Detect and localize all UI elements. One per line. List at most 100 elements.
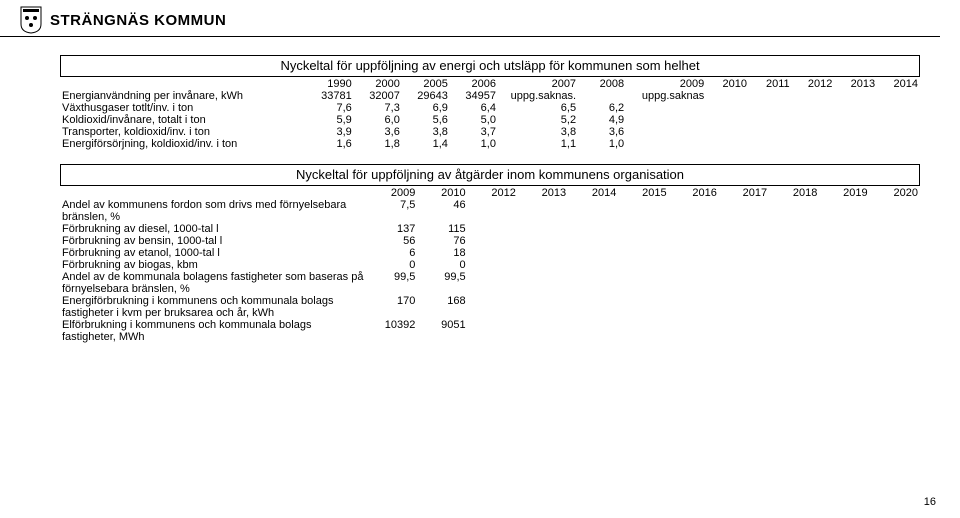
value-cell [877, 114, 920, 126]
value-cell [568, 271, 618, 295]
value-cell [870, 295, 920, 319]
value-cell [468, 259, 518, 271]
value-cell [834, 126, 877, 138]
year-cell: 2005 [402, 78, 450, 90]
year-cell: 1990 [306, 78, 354, 90]
year-cell: 2012 [792, 78, 835, 90]
value-cell: 1,4 [402, 138, 450, 150]
year-cell: 2012 [468, 187, 518, 199]
value-cell [669, 223, 719, 235]
row-label: Andel av kommunens fordon som drivs med … [60, 199, 367, 223]
table-row: Andel av de kommunala bolagens fastighet… [60, 271, 920, 295]
value-cell [626, 126, 706, 138]
year-cell: 2007 [498, 78, 578, 90]
table-row: Förbrukning av diesel, 1000-tal l137115 [60, 223, 920, 235]
value-cell [468, 235, 518, 247]
value-cell [706, 114, 749, 126]
value-cell: 5,6 [402, 114, 450, 126]
row-label: Förbrukning av diesel, 1000-tal l [60, 223, 367, 235]
value-cell [468, 223, 518, 235]
value-cell: 29643 [402, 90, 450, 102]
value-cell: 5,2 [498, 114, 578, 126]
value-cell [669, 259, 719, 271]
value-cell [819, 235, 869, 247]
value-cell [669, 319, 719, 343]
value-cell [870, 271, 920, 295]
value-cell: 6,0 [354, 114, 402, 126]
value-cell [719, 295, 769, 319]
value-cell [819, 259, 869, 271]
value-cell [792, 138, 835, 150]
value-cell [568, 235, 618, 247]
value-cell: 10392 [367, 319, 417, 343]
value-cell [749, 138, 792, 150]
value-cell [669, 199, 719, 223]
value-cell: 3,8 [498, 126, 578, 138]
row-label: Energianvändning per invånare, kWh [60, 90, 306, 102]
value-cell: 0 [417, 259, 467, 271]
row-label: Koldioxid/invånare, totalt i ton [60, 114, 306, 126]
value-cell: 1,1 [498, 138, 578, 150]
row-label: Energiförbrukning i kommunens och kommun… [60, 295, 367, 319]
value-cell: 4,9 [578, 114, 626, 126]
year-cell: 2018 [769, 187, 819, 199]
year-cell: 2013 [518, 187, 568, 199]
value-cell [518, 319, 568, 343]
row-label: Transporter, koldioxid/inv. i ton [60, 126, 306, 138]
content: Nyckeltal för uppföljning av energi och … [0, 37, 960, 343]
value-cell [568, 199, 618, 223]
value-cell [618, 223, 668, 235]
table-row: Energiförsörjning, koldioxid/inv. i ton 1… [60, 138, 920, 150]
value-cell [568, 259, 618, 271]
value-cell [719, 259, 769, 271]
value-cell: 9051 [417, 319, 467, 343]
value-cell [518, 271, 568, 295]
municipality-crest-icon [20, 6, 42, 34]
value-cell [870, 247, 920, 259]
value-cell [719, 247, 769, 259]
table-row: Elförbrukning i kommunens och kommunala … [60, 319, 920, 343]
value-cell [706, 90, 749, 102]
value-cell [518, 223, 568, 235]
year-cell: 2014 [877, 78, 920, 90]
value-cell: 1,8 [354, 138, 402, 150]
table2-title-box: Nyckeltal för uppföljning av åtgärder in… [60, 164, 920, 186]
value-cell [719, 271, 769, 295]
blank-cell [60, 78, 306, 90]
table-row: Förbrukning av bensin, 1000-tal l5676 [60, 235, 920, 247]
table2: 2009201020122013201420152016201720182019… [60, 187, 920, 343]
value-cell [769, 247, 819, 259]
value-cell: 99,5 [367, 271, 417, 295]
value-cell [819, 271, 869, 295]
value-cell [819, 199, 869, 223]
value-cell [719, 235, 769, 247]
value-cell: 7,5 [367, 199, 417, 223]
row-label: Energiförsörjning, koldioxid/inv. i ton [60, 138, 306, 150]
value-cell: 6,5 [498, 102, 578, 114]
year-cell: 2009 [367, 187, 417, 199]
value-cell [769, 199, 819, 223]
value-cell [669, 295, 719, 319]
table-row: Förbrukning av biogas, kbm00 [60, 259, 920, 271]
value-cell [468, 247, 518, 259]
value-cell: 137 [367, 223, 417, 235]
value-cell: 33781 [306, 90, 354, 102]
table-row: Transporter, koldioxid/inv. i ton3,93,63… [60, 126, 920, 138]
value-cell: 5,0 [450, 114, 498, 126]
value-cell [568, 223, 618, 235]
value-cell [877, 90, 920, 102]
value-cell [870, 319, 920, 343]
table1-title: Nyckeltal för uppföljning av energi och … [67, 58, 913, 73]
value-cell [877, 138, 920, 150]
value-cell [819, 247, 869, 259]
value-cell: 170 [367, 295, 417, 319]
value-cell [769, 259, 819, 271]
table-row: Energianvändning per invånare, kWh337813… [60, 90, 920, 102]
value-cell [870, 259, 920, 271]
value-cell: 6,2 [578, 102, 626, 114]
value-cell: 18 [417, 247, 467, 259]
value-cell: 115 [417, 223, 467, 235]
value-cell [769, 235, 819, 247]
value-cell: 1,0 [578, 138, 626, 150]
value-cell [870, 199, 920, 223]
